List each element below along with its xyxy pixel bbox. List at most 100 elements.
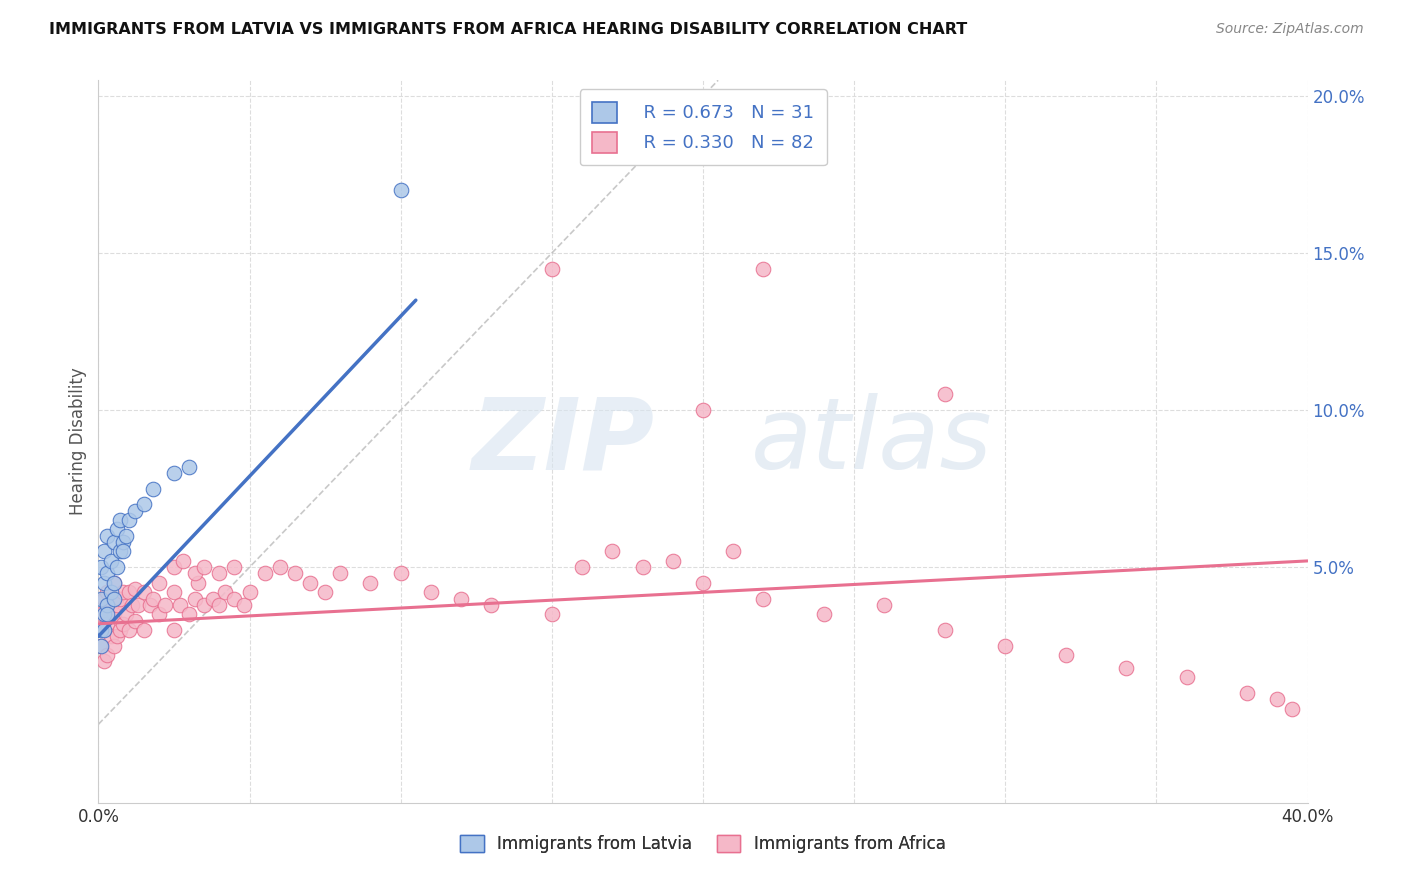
Point [100, 598, 122, 612]
Point [93, 623, 115, 637]
Point [93, 575, 115, 590]
Text: atlas: atlas [751, 393, 993, 490]
Text: IMMIGRANTS FROM LATVIA VS IMMIGRANTS FROM AFRICA HEARING DISABILITY CORRELATION : IMMIGRANTS FROM LATVIA VS IMMIGRANTS FRO… [49, 22, 967, 37]
Point [389, 183, 412, 197]
Point [108, 623, 131, 637]
Point [132, 497, 155, 511]
Point [692, 403, 714, 417]
Point [103, 575, 125, 590]
Point [132, 623, 155, 637]
Point [111, 544, 134, 558]
Point [111, 535, 134, 549]
Point [118, 623, 141, 637]
Point [142, 591, 165, 606]
Point [127, 598, 149, 612]
Point [420, 585, 443, 599]
Point [93, 623, 115, 637]
Point [202, 591, 225, 606]
Point [105, 560, 128, 574]
Point [124, 614, 146, 628]
Point [96, 648, 118, 662]
Text: ZIP: ZIP [471, 393, 655, 490]
Point [103, 575, 125, 590]
Point [148, 607, 170, 622]
Point [360, 575, 382, 590]
Point [329, 566, 352, 581]
Point [142, 482, 165, 496]
Point [169, 598, 191, 612]
Point [103, 607, 125, 622]
Point [93, 591, 115, 606]
Point [103, 591, 125, 606]
Point [172, 554, 194, 568]
Point [114, 529, 136, 543]
Point [118, 513, 141, 527]
Point [934, 387, 956, 401]
Point [994, 639, 1017, 653]
Point [90, 607, 112, 622]
Point [111, 616, 134, 631]
Point [121, 598, 143, 612]
Point [124, 582, 146, 597]
Point [299, 575, 322, 590]
Point [105, 598, 128, 612]
Point [163, 466, 186, 480]
Point [540, 607, 562, 622]
Point [90, 623, 112, 637]
Point [193, 560, 215, 574]
Point [96, 566, 118, 581]
Point [571, 560, 593, 574]
Point [96, 607, 118, 622]
Point [723, 544, 745, 558]
Point [253, 566, 276, 581]
Point [114, 607, 136, 622]
Point [1236, 686, 1258, 700]
Point [179, 607, 201, 622]
Point [752, 591, 775, 606]
Point [90, 639, 112, 653]
Point [232, 598, 254, 612]
Point [389, 566, 412, 581]
Point [269, 560, 291, 574]
Point [105, 629, 128, 643]
Point [631, 560, 654, 574]
Point [224, 591, 246, 606]
Point [93, 607, 115, 622]
Point [96, 529, 118, 543]
Point [208, 598, 231, 612]
Y-axis label: Hearing Disability: Hearing Disability [69, 368, 87, 516]
Point [108, 591, 131, 606]
Point [602, 544, 624, 558]
Point [934, 623, 956, 637]
Point [132, 585, 155, 599]
Point [1054, 648, 1077, 662]
Point [284, 566, 307, 581]
Point [93, 655, 115, 669]
Point [661, 554, 683, 568]
Point [163, 623, 186, 637]
Text: Source: ZipAtlas.com: Source: ZipAtlas.com [1216, 22, 1364, 37]
Point [208, 566, 231, 581]
Legend: Immigrants from Latvia, Immigrants from Africa: Immigrants from Latvia, Immigrants from … [454, 828, 952, 860]
Point [193, 598, 215, 612]
Point [93, 544, 115, 558]
Point [103, 639, 125, 653]
Point [813, 607, 835, 622]
Point [139, 598, 162, 612]
Point [111, 585, 134, 599]
Point [100, 585, 122, 599]
Point [873, 598, 896, 612]
Point [752, 261, 775, 276]
Point [692, 575, 714, 590]
Point [481, 598, 503, 612]
Point [103, 535, 125, 549]
Point [90, 639, 112, 653]
Point [1267, 692, 1289, 706]
Point [1175, 670, 1198, 684]
Point [163, 585, 186, 599]
Point [100, 554, 122, 568]
Point [239, 585, 262, 599]
Point [214, 585, 236, 599]
Point [540, 261, 562, 276]
Point [163, 560, 186, 574]
